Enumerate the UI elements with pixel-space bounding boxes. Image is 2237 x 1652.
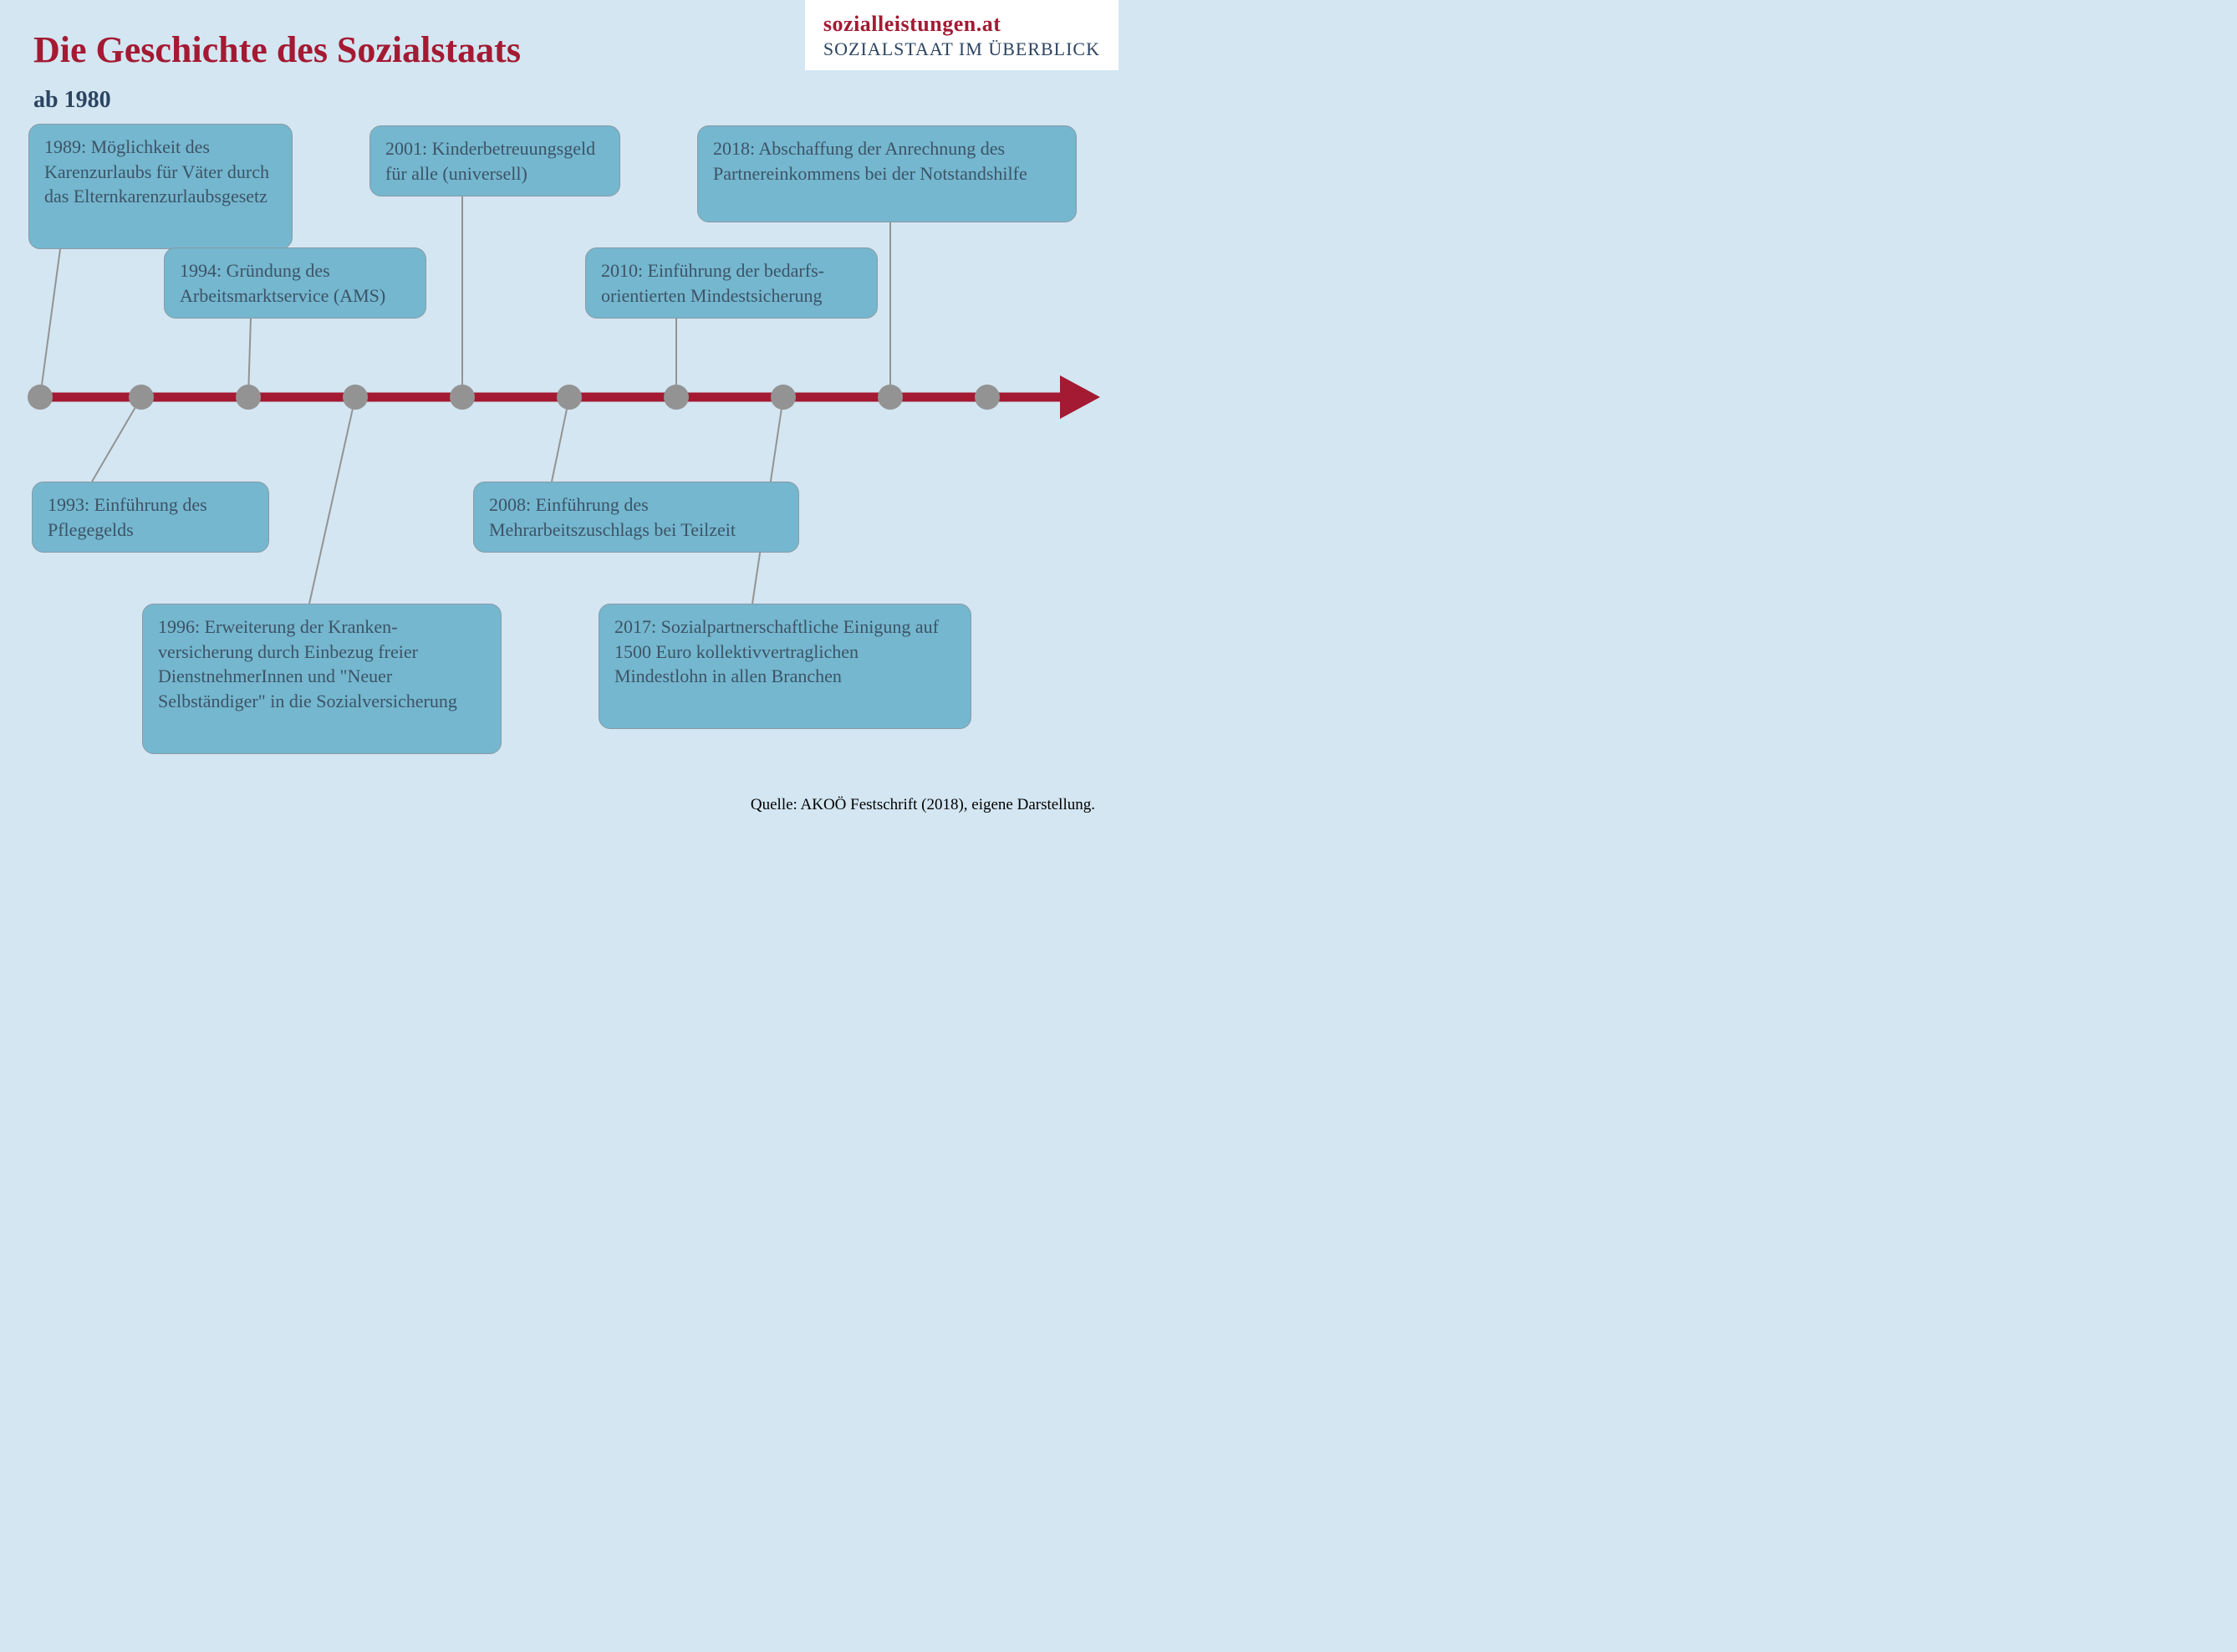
timeline-event: 1994: Gründung des Arbeitsmarktservice (… [164,247,426,319]
timeline-event: 2018: Abschaffung der Anrechnung des Par… [697,125,1077,222]
timeline-event: 2008: Einführung des Mehrarbeitszuschlag… [473,482,799,553]
timeline-event: 2017: Sozialpartnerschaftliche Einigung … [599,604,971,729]
timeline-event: 1993: Einführung des Pflegegelds [32,482,269,553]
timeline-event: 1989: Möglichkeit des Karenzurlaubs für … [28,124,293,249]
source-citation: Quelle: AKOÖ Festschrift (2018), eigene … [751,796,1095,814]
timeline-event: 2001: Kinderbetreuungs­geld für alle (un… [369,125,620,196]
timeline-event: 1996: Erweiterung der Kranken­versicheru… [142,604,502,754]
timeline-event: 2010: Einführung der bedarfs­orientierte… [585,247,878,319]
